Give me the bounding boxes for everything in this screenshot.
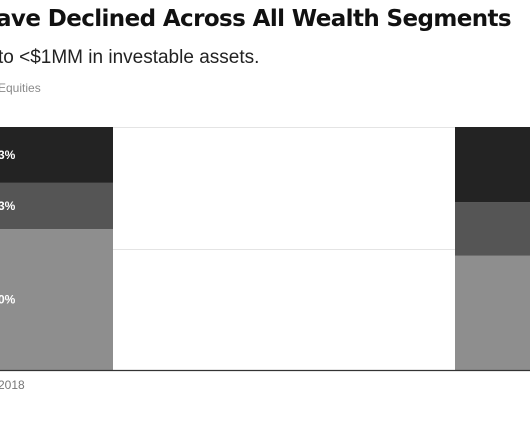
bar-segment (455, 255, 530, 370)
bar-segment (0, 182, 113, 230)
x-tick-label: 2018 (0, 378, 25, 392)
bar-segment (455, 202, 530, 256)
chart-title: ave Declined Across All Wealth Segments (0, 6, 512, 32)
data-label: 3% (0, 148, 16, 162)
bar-segment (455, 127, 530, 203)
chart-subtitle: to <$1MM in investable assets. (0, 47, 260, 68)
bar-segment (0, 229, 113, 370)
data-label: 3% (0, 199, 16, 213)
legend-label-equities: Equities (0, 81, 41, 95)
bar-segment (0, 127, 113, 183)
data-label: 0% (0, 293, 16, 307)
